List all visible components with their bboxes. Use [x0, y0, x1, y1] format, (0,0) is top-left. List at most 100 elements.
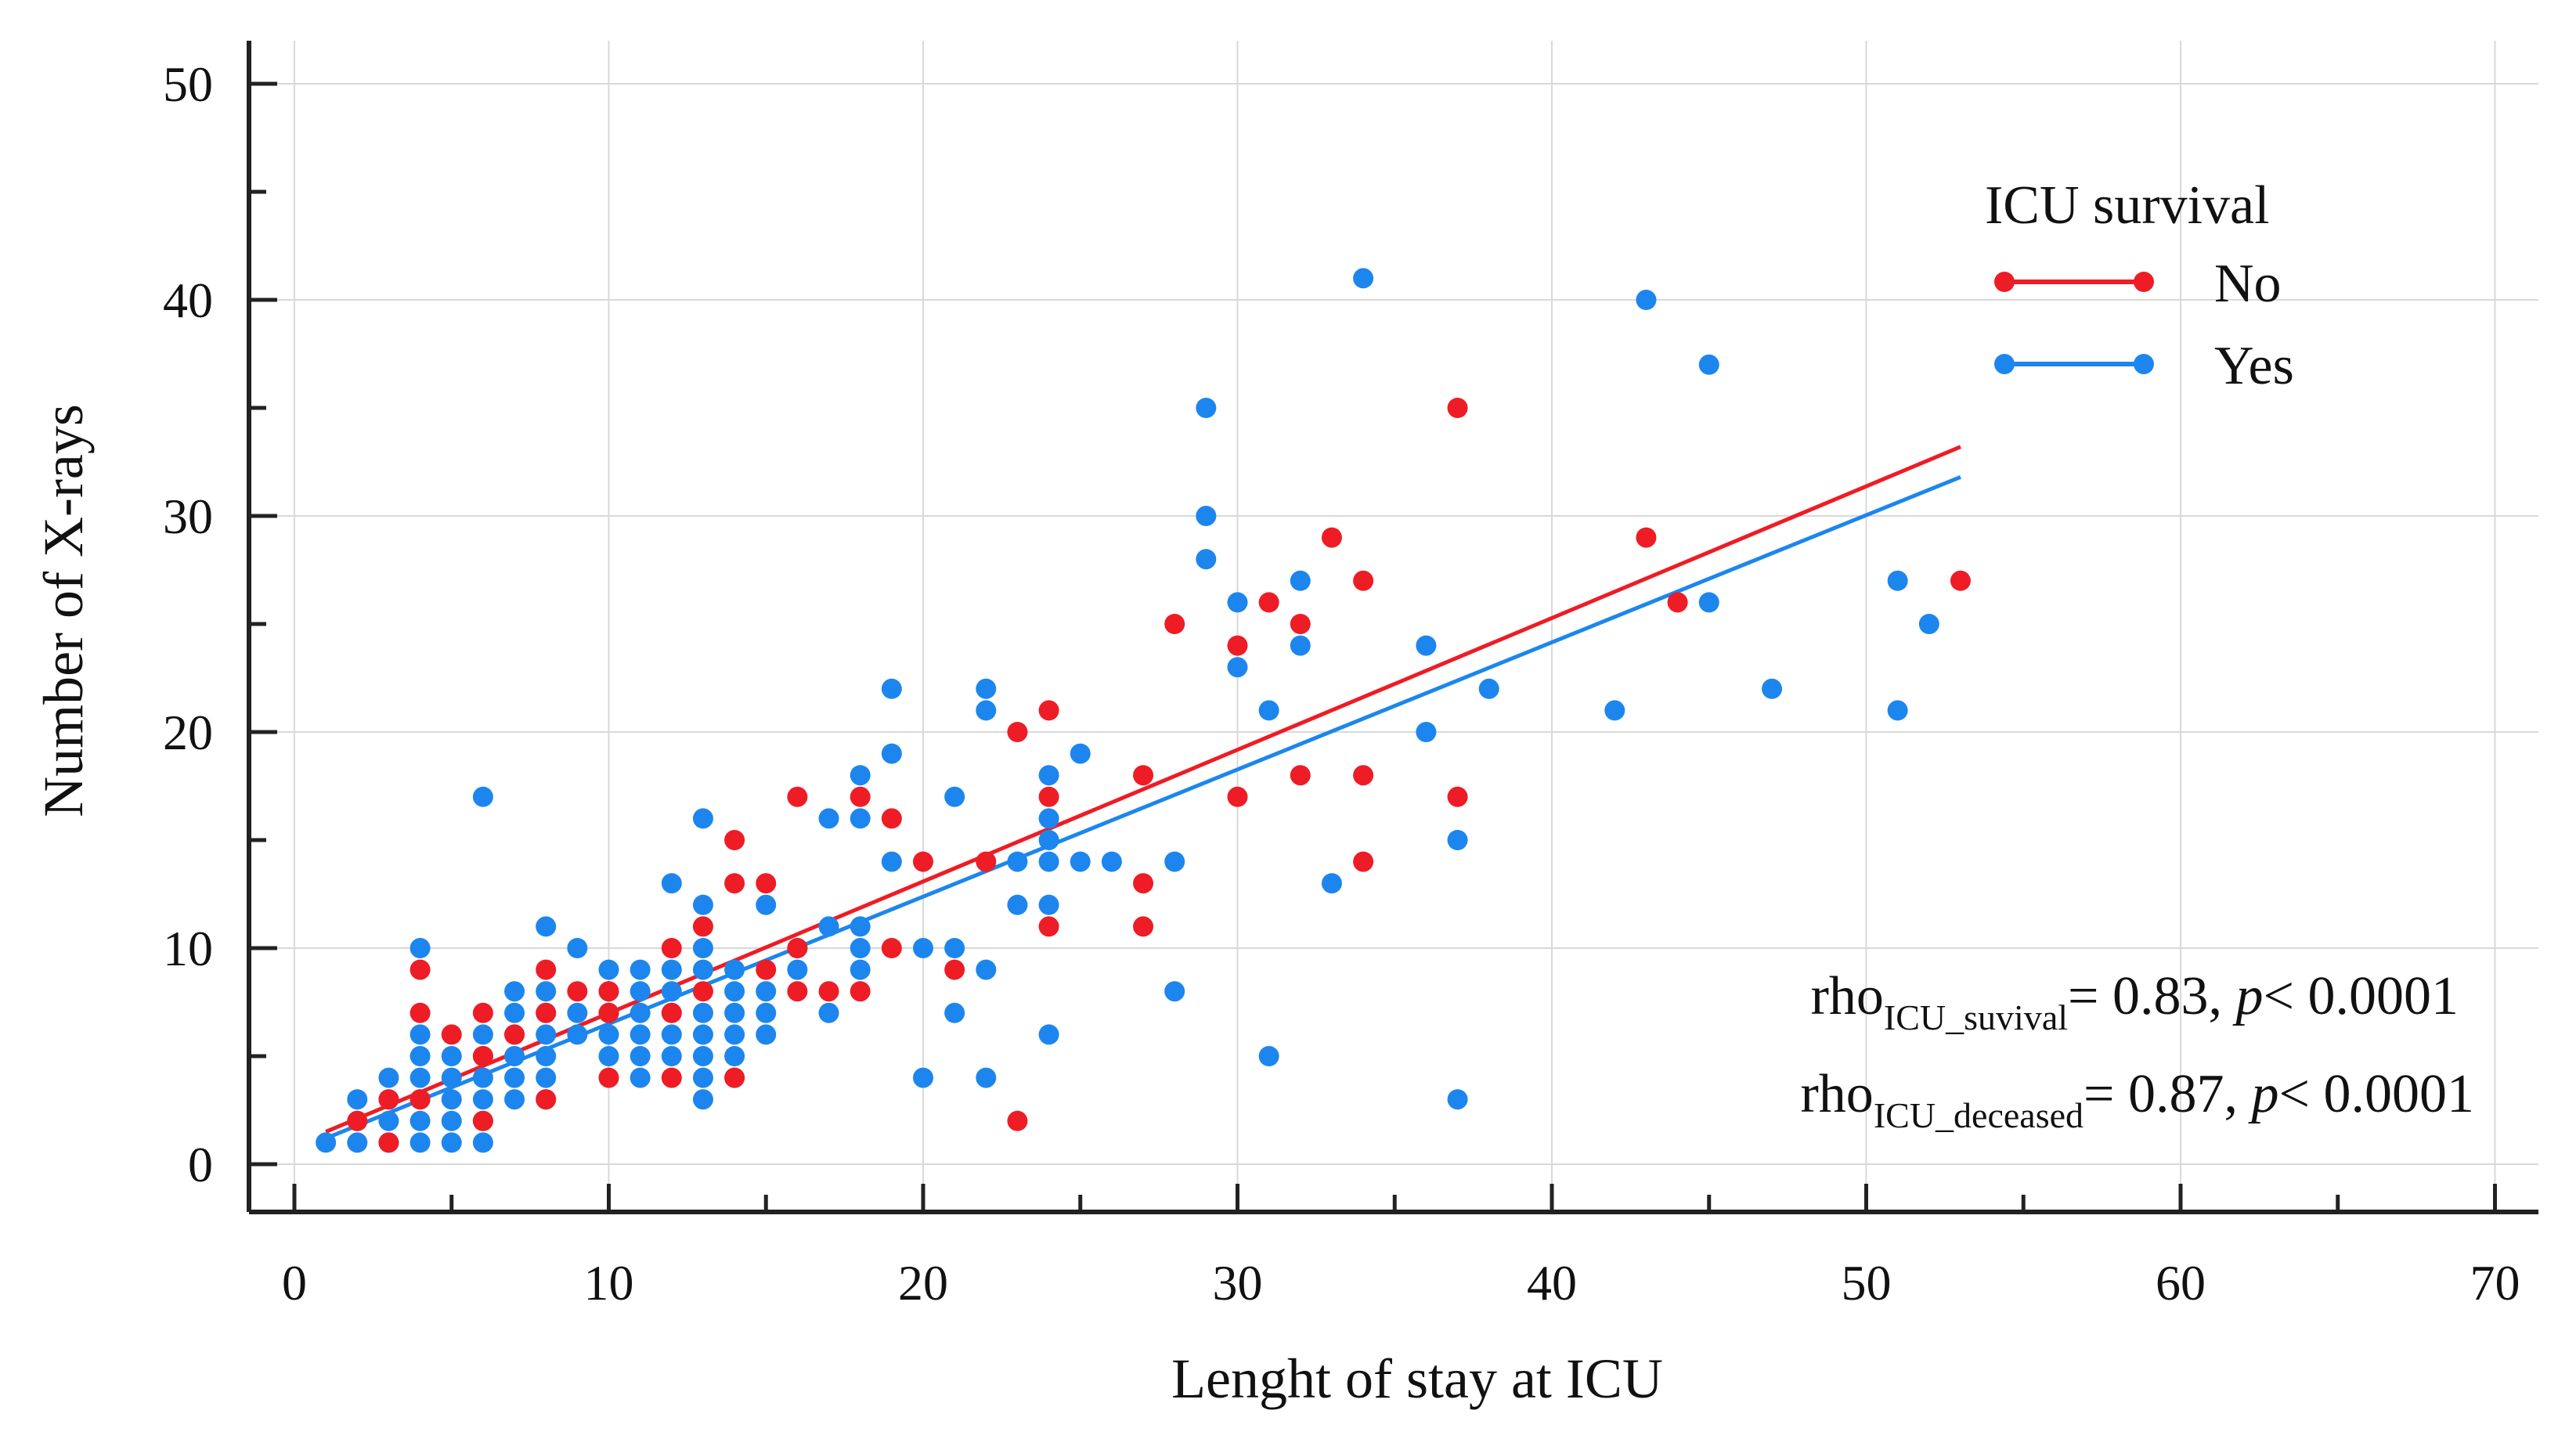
point-yes	[850, 938, 871, 958]
point-yes	[441, 1089, 462, 1110]
point-yes	[1227, 657, 1248, 678]
point-yes	[1290, 570, 1311, 591]
point-yes	[378, 1110, 399, 1131]
point-yes	[724, 981, 745, 1002]
point-yes	[1007, 894, 1028, 915]
point-no	[1667, 592, 1688, 613]
fit-line-no	[325, 445, 1961, 1134]
point-yes	[976, 959, 997, 980]
point-yes	[504, 981, 525, 1002]
x-tick-label: 30	[1213, 1255, 1263, 1311]
annotation-survival-prefix: rho	[1811, 966, 1884, 1026]
point-no	[818, 981, 839, 1002]
point-yes	[1007, 851, 1028, 872]
point-no	[1321, 527, 1342, 548]
point-yes	[1290, 635, 1311, 656]
point-yes	[756, 894, 777, 915]
point-yes	[1070, 851, 1091, 872]
x-tick-label: 60	[2156, 1255, 2206, 1311]
point-yes	[976, 678, 997, 699]
point-no	[850, 981, 871, 1002]
point-yes	[630, 981, 651, 1002]
point-yes	[756, 1024, 777, 1045]
point-yes	[409, 1110, 431, 1131]
point-no	[1227, 786, 1248, 807]
point-yes	[881, 678, 902, 699]
legend-entry-yes: Yes	[1994, 336, 2294, 396]
point-no	[724, 830, 745, 850]
point-yes	[724, 1046, 745, 1066]
point-no	[724, 873, 745, 894]
point-no	[347, 1110, 368, 1131]
point-no	[504, 1024, 525, 1045]
point-no	[913, 851, 933, 872]
point-no	[1007, 1110, 1028, 1131]
point-yes	[724, 1002, 745, 1023]
point-no	[1133, 765, 1154, 786]
legend-title: ICU survival	[1985, 175, 2270, 236]
point-yes	[630, 959, 651, 980]
point-yes	[850, 916, 871, 937]
point-no	[1353, 570, 1374, 591]
point-yes	[598, 959, 619, 980]
x-tick-label: 10	[584, 1255, 634, 1311]
annotation-survival-middle: = 0.83,	[2068, 966, 2235, 1026]
point-yes	[724, 959, 745, 980]
point-yes	[630, 1067, 651, 1088]
point-yes	[850, 808, 871, 829]
point-no	[409, 959, 431, 980]
point-yes	[409, 1024, 431, 1045]
point-no	[472, 1046, 493, 1066]
point-no	[976, 851, 997, 872]
point-yes	[441, 1110, 462, 1131]
fit-lines	[325, 445, 1961, 1141]
point-yes	[692, 959, 713, 980]
point-yes	[1636, 290, 1657, 310]
legend-swatch-yes-dot-right	[2134, 354, 2154, 374]
point-no	[1353, 851, 1374, 872]
point-yes	[536, 981, 557, 1002]
point-yes	[1038, 1024, 1059, 1045]
point-yes	[1698, 592, 1719, 613]
point-no	[1007, 722, 1028, 742]
point-yes	[504, 1046, 525, 1066]
point-no	[1133, 916, 1154, 937]
point-no	[378, 1132, 399, 1153]
point-yes	[692, 1024, 713, 1045]
x-axis-label: Lenght of stay at ICU	[1171, 1347, 1663, 1410]
point-yes	[692, 1002, 713, 1023]
point-yes	[472, 1024, 493, 1045]
point-yes	[1887, 700, 1908, 721]
point-no	[1353, 765, 1374, 786]
point-yes	[1038, 765, 1059, 786]
legend-swatch-no-dot-right	[2134, 272, 2154, 292]
point-yes	[1478, 678, 1499, 699]
point-no	[1447, 786, 1468, 807]
point-yes	[536, 1046, 557, 1066]
annotation-deceased-middle: = 0.87,	[2084, 1064, 2251, 1124]
point-no	[1038, 916, 1059, 937]
point-yes	[724, 1024, 745, 1045]
point-yes	[598, 1046, 619, 1066]
point-yes	[1070, 743, 1091, 764]
point-yes	[472, 1132, 493, 1153]
point-no	[1133, 873, 1154, 894]
point-yes	[976, 700, 997, 721]
point-no	[536, 1002, 557, 1023]
point-yes	[1258, 1046, 1279, 1066]
point-no	[787, 981, 808, 1002]
point-yes	[1447, 830, 1468, 850]
point-yes	[756, 981, 777, 1002]
point-yes	[1038, 830, 1059, 850]
point-yes	[567, 1024, 588, 1045]
point-no	[1038, 786, 1059, 807]
y-tick-label: 40	[163, 272, 213, 328]
point-no	[1290, 765, 1311, 786]
point-yes	[441, 1067, 462, 1088]
x-tick-label: 20	[898, 1255, 948, 1311]
point-yes	[944, 1002, 965, 1023]
annotation-deceased-p: p	[2248, 1064, 2279, 1124]
point-yes	[1038, 808, 1059, 829]
point-yes	[661, 981, 682, 1002]
point-no	[881, 808, 902, 829]
